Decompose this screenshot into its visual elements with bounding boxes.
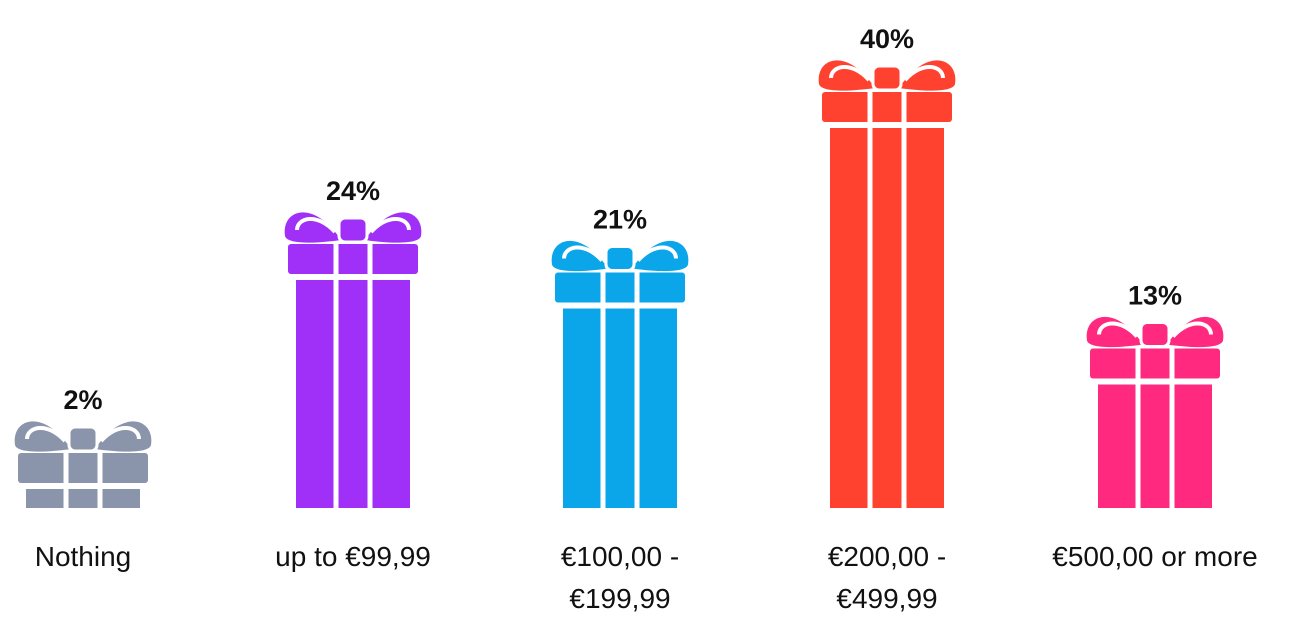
value-label: 13% bbox=[1128, 281, 1182, 311]
bow-inner bbox=[636, 245, 678, 262]
bow-inner bbox=[369, 217, 411, 234]
category-label: up to €99,99 bbox=[275, 541, 431, 572]
bow-loop bbox=[95, 421, 152, 452]
gift bbox=[818, 60, 956, 508]
gift-lid bbox=[822, 92, 952, 122]
value-label: 24% bbox=[326, 176, 380, 206]
bow-inner bbox=[829, 65, 871, 82]
bow-loop bbox=[1086, 316, 1143, 348]
gift bbox=[551, 240, 689, 508]
gift bbox=[14, 421, 152, 508]
gift-lid bbox=[1090, 348, 1220, 379]
bow-inner bbox=[1171, 321, 1213, 338]
bow-loop bbox=[818, 60, 875, 91]
category-label: €100,00 - €199,99 bbox=[560, 541, 680, 614]
bow-inner bbox=[903, 65, 945, 82]
bow-loop bbox=[284, 212, 341, 243]
bow-loop bbox=[1167, 316, 1224, 348]
bow-loop bbox=[551, 240, 608, 272]
gift-body bbox=[1098, 384, 1212, 508]
gift-lid bbox=[18, 453, 148, 483]
bow-inner bbox=[1097, 321, 1139, 338]
bow-inner bbox=[25, 426, 67, 443]
bow-inner bbox=[562, 245, 604, 262]
gift bbox=[284, 212, 422, 508]
category-label: €500,00 or more bbox=[1052, 541, 1258, 572]
category-label: €200,00 - €499,99 bbox=[827, 541, 947, 614]
gift-body bbox=[26, 489, 140, 508]
gift-lid bbox=[555, 272, 685, 303]
gift-body bbox=[830, 128, 944, 508]
bow-knot bbox=[1139, 321, 1171, 348]
bow-knot bbox=[604, 245, 636, 272]
category-label: Nothing bbox=[34, 541, 132, 572]
gift bbox=[1086, 316, 1224, 508]
gift-body bbox=[296, 280, 410, 508]
gift-body bbox=[563, 308, 677, 508]
bow-loop bbox=[14, 421, 71, 452]
bow-loop bbox=[632, 240, 689, 272]
bow-knot bbox=[67, 425, 99, 453]
bow-inner bbox=[99, 426, 141, 443]
bow-inner bbox=[295, 217, 337, 234]
value-label: 2% bbox=[63, 385, 102, 415]
value-label: 21% bbox=[593, 205, 647, 235]
gift-lid bbox=[288, 244, 418, 274]
bow-knot bbox=[871, 64, 903, 92]
value-label: 40% bbox=[860, 24, 914, 54]
bow-knot bbox=[337, 216, 369, 244]
bow-loop bbox=[365, 212, 422, 243]
bow-loop bbox=[899, 60, 956, 91]
